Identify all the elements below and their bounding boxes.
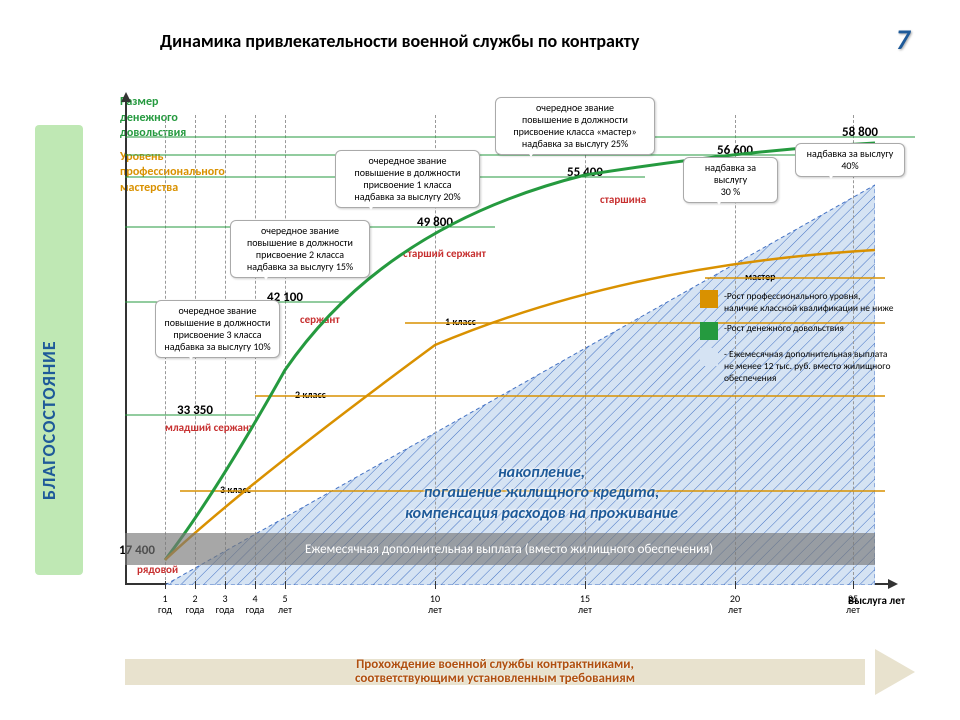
callout: надбавка за выслугу40%: [795, 143, 905, 177]
page-number: 7: [896, 22, 910, 57]
bottom-arrow: Прохождение военной службы контрактникам…: [125, 654, 915, 690]
legend-swatch: [700, 322, 718, 340]
callout: очередное званиеповышение в должностипри…: [230, 220, 370, 278]
chart-area: Выслуга лет Ежемесячная дополнительная в…: [125, 95, 915, 625]
slide-title: Динамика привлекательности военной служб…: [160, 30, 639, 52]
callout: очередное званиеповышение в должностипри…: [155, 300, 280, 358]
vertical-bar-text: БЛАГОСОСТОЯНИЕ: [38, 340, 60, 500]
legend: -Рост профессионального уровня, наличие …: [700, 290, 895, 392]
legend-text: -Рост профессионального уровня, наличие …: [724, 290, 895, 314]
legend-swatch: [700, 348, 718, 366]
gray-band: Ежемесячная дополнительная выплата (вмес…: [125, 533, 875, 565]
legend-swatch: [700, 290, 718, 308]
legend-text: -Рост денежного довольствия: [724, 322, 844, 340]
callout: очередное званиеповышение в должностипри…: [335, 150, 480, 208]
accumulation-text: накопление,погашение жилищного кредита,к…: [405, 463, 678, 525]
bottom-arrow-text: Прохождение военной службы контрактникам…: [355, 658, 635, 687]
callout: надбавка за выслугу30 %: [683, 157, 778, 203]
legend-item: -Рост денежного довольствия: [700, 322, 895, 340]
callout: очередное званиеповышение в должностипри…: [495, 97, 655, 155]
legend-text: - Ежемесячная дополнительная выплата не …: [724, 348, 895, 384]
legend-item: -Рост профессионального уровня, наличие …: [700, 290, 895, 314]
legend-item: - Ежемесячная дополнительная выплата не …: [700, 348, 895, 384]
